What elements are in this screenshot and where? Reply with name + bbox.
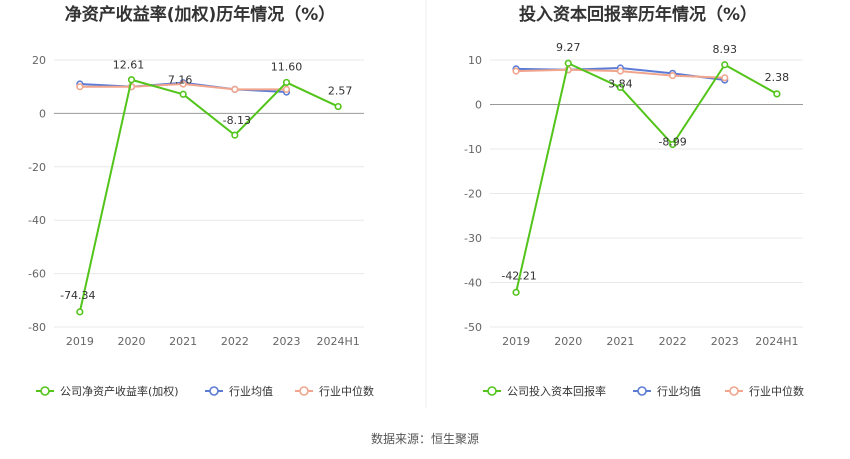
legend-item-roic-0[interactable]: 公司投入资本回报率 [483,384,606,398]
roe-data-label: -74.34 [60,289,95,302]
roic-chart-title: 投入资本回报率历年情况（%） [519,4,757,25]
roe-x-tick-label: 2019 [66,335,94,348]
roic-data-point-2 [616,67,625,75]
roic-data-label: 9.27 [556,41,581,54]
roic-data-label: -8.99 [658,136,686,149]
legend-marker-icon [487,386,497,396]
legend-label: 公司投入资本回报率 [507,384,606,398]
roic-x-tick-label: 2024H1 [755,335,798,348]
roic-data-label: 3.84 [608,77,633,90]
roic-data-point-0 [564,59,572,67]
roic-data-point-2 [668,71,677,80]
roe-y-tick-label: -40 [28,214,46,227]
roic-data-point-0 [512,288,520,296]
roic-data-point-2 [512,67,520,75]
roe-y-tick-label: 0 [39,107,46,120]
roic-y-tick-label: 0 [475,99,482,112]
roic-x-tick-label: 2019 [502,335,530,348]
roe-y-tick-label: -80 [28,321,46,334]
legend-label: 公司净资产收益率(加权) [60,384,179,398]
roic-data-point-2 [721,74,729,82]
roe-x-tick-label: 2024H1 [317,335,360,348]
roe-x-tick-label: 2023 [273,335,301,348]
roe-chart-title: 净资产收益率(加权)历年情况（%） [65,4,336,25]
roe-data-point-0 [179,90,187,98]
roe-x-tick-label: 2021 [169,335,197,348]
roic-x-tick-label: 2023 [711,335,739,348]
roe-data-label: -8.13 [223,114,251,127]
roic-data-point-0 [616,83,625,92]
roe-data-point-0 [334,102,342,111]
legend-marker-icon [209,386,219,396]
roic-data-label: 2.38 [765,71,790,84]
legend-item-roic-2[interactable]: 行业中位数 [725,384,804,398]
roe-data-point-0 [127,76,136,84]
roe-y-tick-label: -20 [28,161,46,174]
roic-data-label: 8.93 [713,43,738,56]
roic-data-point-0 [721,61,729,69]
legend-item-roe-1[interactable]: 行业均值 [205,385,273,398]
roic-x-tick-label: 2020 [554,335,582,348]
roic-y-tick-label: -30 [464,232,482,245]
roic-chart: 投入资本回报率历年情况（%） 10 0 -10 -20 -30 -40 -50 2019 202… [464,4,804,398]
roe-y-tick-label: -60 [28,268,46,281]
roe-x-tick-label: 2020 [118,335,146,348]
roic-data-point-0 [668,140,677,149]
roe-data-point-2 [231,85,239,93]
roic-y-tick-label: -20 [464,188,482,201]
roe-data-point-2 [76,83,84,91]
legend-marker-icon [40,386,50,396]
roic-series-line-0 [515,62,778,293]
roe-chart: 净资产收益率(加权)历年情况（%） 20 0 -20 -40 -60 -80 2019 202… [28,4,374,398]
roe-data-point-0 [282,78,291,87]
roic-y-tick-label: 10 [468,54,482,67]
legend-label: 行业中位数 [319,384,374,398]
legend-item-roic-1[interactable]: 行业均值 [633,385,701,398]
roe-data-label: 12.61 [113,59,145,72]
roic-y-tick-label: -10 [464,143,482,156]
legend-label: 行业均值 [229,385,273,398]
roe-data-point-0 [231,131,239,139]
roe-data-label: 2.57 [328,85,353,98]
legend-label: 行业均值 [657,385,701,398]
roe-x-tick-label: 2022 [221,335,249,348]
roe-data-point-0 [76,308,84,316]
roic-data-point-0 [773,90,781,98]
legend-item-roe-0[interactable]: 公司净资产收益率(加权) [36,384,179,398]
legend-item-roe-2[interactable]: 行业中位数 [295,384,374,398]
roic-y-tick-label: -40 [464,277,482,290]
roic-y-tick-label: -50 [464,321,482,334]
roic-data-label: -42.21 [501,269,536,282]
roe-data-point-2 [282,85,291,93]
roic-x-tick-label: 2022 [659,335,687,348]
roe-data-label: 7.16 [168,73,193,86]
legend-marker-icon [637,386,647,396]
roic-x-tick-label: 2021 [606,335,634,348]
roe-y-tick-label: 20 [32,54,46,67]
legend-marker-icon [729,386,739,396]
data-source-note: 数据来源：恒生聚源 [371,431,479,446]
legend-marker-icon [299,386,309,396]
roe-series-line-0 [78,78,339,313]
roe-data-point-2 [179,80,187,88]
legend-label: 行业中位数 [749,384,804,398]
roe-data-label: 11.60 [271,60,303,73]
